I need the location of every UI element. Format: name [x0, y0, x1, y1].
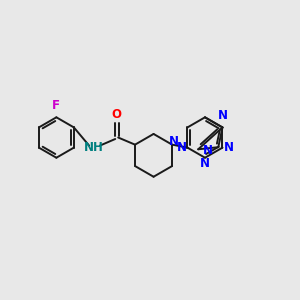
- Text: N: N: [202, 144, 213, 157]
- Text: N: N: [200, 157, 210, 169]
- Text: N: N: [177, 141, 187, 154]
- Text: N: N: [169, 135, 178, 148]
- Text: O: O: [112, 108, 122, 121]
- Text: F: F: [52, 99, 60, 112]
- Text: N: N: [218, 109, 227, 122]
- Text: NH: NH: [84, 140, 103, 154]
- Text: N: N: [224, 141, 234, 154]
